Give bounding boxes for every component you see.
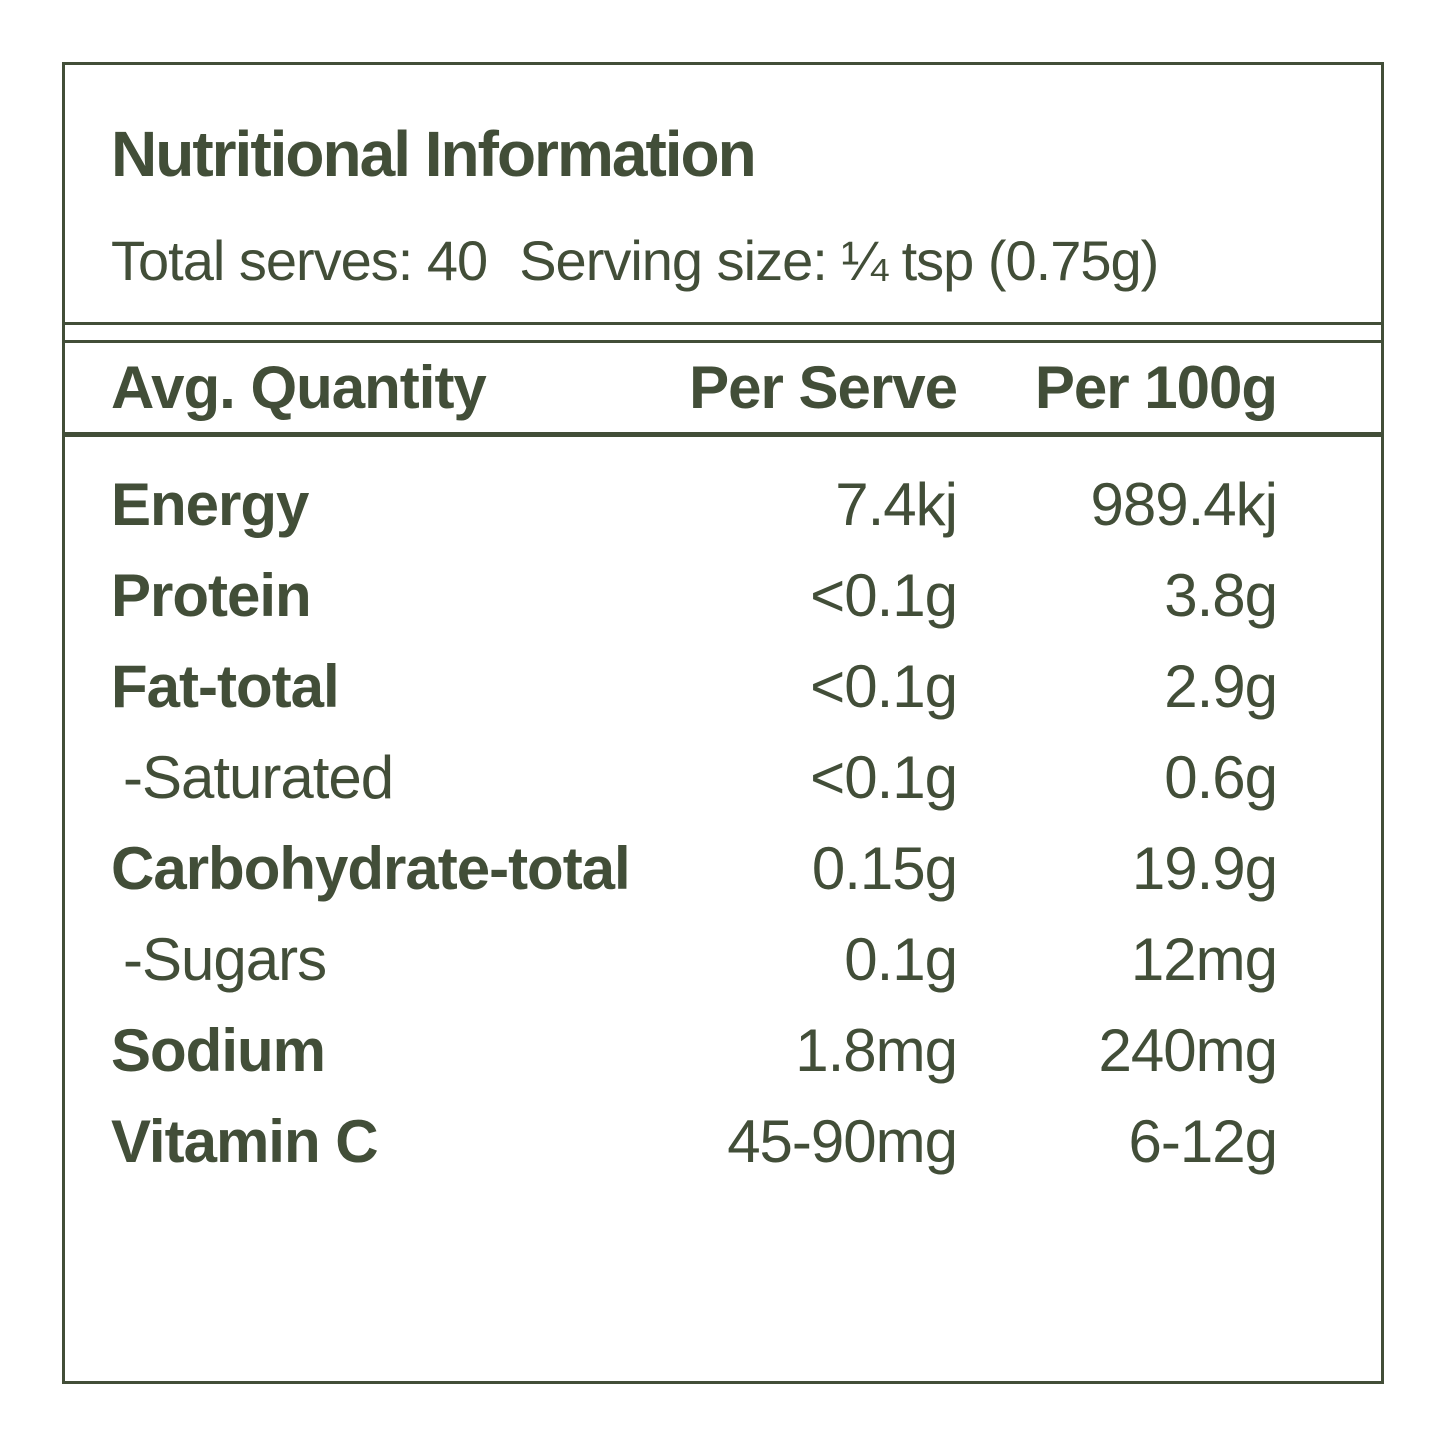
page-title: Nutritional Information: [111, 118, 757, 190]
nutrient-name: Carbohydrate-total: [111, 835, 631, 902]
per-serve-value: 1.8mg: [795, 1017, 958, 1084]
per-100g-value: 0.6g: [1164, 744, 1278, 811]
table-row: -Sugars 0.1g 12mg: [65, 914, 1381, 1005]
nutrient-name: Sodium: [111, 1017, 326, 1084]
table-row: -Saturated <0.1g 0.6g: [65, 732, 1381, 823]
section-divider-top: [65, 322, 1381, 325]
nutrient-name: -Sugars: [123, 926, 327, 993]
table-row: Fat-total <0.1g 2.9g: [65, 641, 1381, 732]
table-row: Protein <0.1g 3.8g: [65, 550, 1381, 641]
serves-line: Total serves: 40 Serving size: ¼ tsp (0.…: [111, 229, 1277, 293]
nutrient-name: Energy: [111, 471, 309, 538]
table-row: Vitamin C 45-90mg 6-12g: [65, 1096, 1381, 1187]
per-serve-value: <0.1g: [810, 744, 958, 811]
table-header-row: Avg. Quantity Per Serve Per 100g: [65, 340, 1381, 437]
label-header-section: Nutritional Information Total serves: 40…: [65, 65, 1381, 322]
nutrient-name: Protein: [111, 562, 312, 629]
total-serves-text: Total serves: 40: [111, 229, 488, 293]
per-serve-value: 0.1g: [844, 926, 958, 993]
nutrient-name: Fat-total: [111, 653, 340, 720]
per-serve-value: 45-90mg: [727, 1108, 958, 1175]
per-100g-value: 12mg: [1130, 926, 1278, 993]
per-100g-value: 3.8g: [1164, 562, 1278, 629]
section-divider-gap: [65, 325, 1381, 340]
per-100g-value: 19.9g: [1131, 835, 1278, 902]
column-header-per-serve: Per Serve: [689, 354, 958, 421]
column-header-per-100g: Per 100g: [1034, 354, 1278, 421]
serving-size-text: Serving size: ¼ tsp (0.75g): [519, 229, 1159, 293]
table-body: Energy 7.4kj 989.4kj Protein <0.1g 3.8g Fat-to…: [65, 437, 1381, 1187]
table-row: Energy 7.4kj 989.4kj: [65, 459, 1381, 550]
per-100g-value: 989.4kj: [1090, 471, 1278, 538]
per-serve-value: 7.4kj: [835, 471, 958, 538]
nutrient-name: -Saturated: [123, 744, 394, 811]
column-header-quantity: Avg. Quantity: [111, 354, 487, 421]
per-100g-value: 2.9g: [1164, 653, 1278, 720]
per-100g-value: 6-12g: [1128, 1108, 1278, 1175]
table-row: Carbohydrate-total 0.15g 19.9g: [65, 823, 1381, 914]
per-serve-value: <0.1g: [810, 562, 958, 629]
nutrient-name: Vitamin C: [111, 1108, 379, 1175]
nutrition-label: Nutritional Information Total serves: 40…: [62, 62, 1384, 1384]
table-row: Sodium 1.8mg 240mg: [65, 1005, 1381, 1096]
per-serve-value: <0.1g: [810, 653, 958, 720]
per-100g-value: 240mg: [1098, 1017, 1278, 1084]
per-serve-value: 0.15g: [811, 835, 958, 902]
